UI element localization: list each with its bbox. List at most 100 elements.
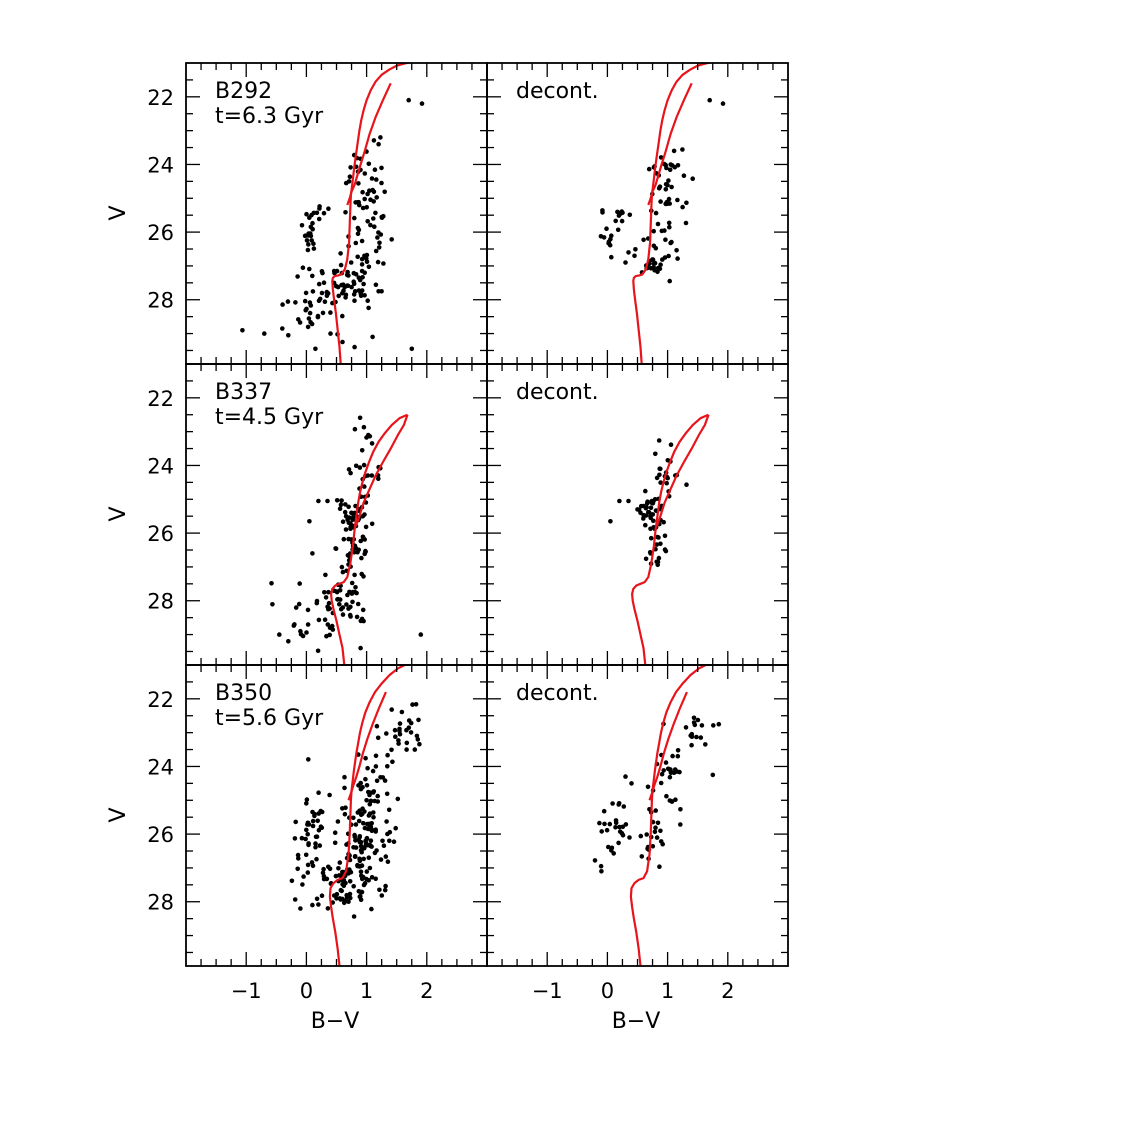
star-point: [351, 281, 357, 287]
star-point: [280, 302, 285, 307]
star-point: [653, 808, 658, 813]
star-point: [606, 844, 611, 850]
panel-label: decont.: [516, 79, 599, 104]
x-tick-label: 0: [601, 979, 614, 1003]
star-point: [658, 480, 663, 485]
star-point: [389, 747, 394, 753]
star-point: [366, 855, 372, 860]
star-point: [325, 622, 331, 627]
star-point: [353, 822, 359, 827]
star-point: [311, 246, 317, 251]
star-point: [304, 238, 310, 243]
star-point: [348, 165, 353, 170]
star-point: [379, 893, 385, 898]
star-point: [307, 310, 313, 316]
star-point: [598, 234, 604, 239]
star-point: [358, 869, 364, 875]
star-point: [623, 822, 629, 827]
star-point: [353, 463, 359, 469]
star-point: [345, 283, 350, 288]
star-point: [346, 606, 351, 611]
star-point: [355, 254, 361, 260]
star-point: [675, 197, 680, 203]
star-point: [338, 502, 344, 508]
star-point: [667, 278, 672, 284]
star-point: [322, 590, 327, 595]
star-point: [369, 441, 375, 446]
star-point: [363, 524, 369, 530]
star-point: [361, 462, 367, 468]
star-point: [382, 189, 388, 195]
star-point: [658, 828, 663, 834]
star-point: [321, 874, 327, 879]
star-point: [302, 298, 308, 304]
star-point: [683, 725, 689, 730]
star-point: [609, 254, 614, 260]
star-point: [381, 843, 387, 848]
star-point: [310, 273, 315, 279]
star-point: [324, 876, 330, 882]
star-point: [314, 600, 320, 606]
cmd-panel-2: decont.: [486, 62, 789, 365]
star-point: [385, 764, 390, 769]
star-point: [658, 541, 663, 547]
star-point: [657, 184, 663, 189]
y-tick-label: 24: [147, 153, 174, 177]
star-point: [335, 596, 341, 602]
star-point: [371, 815, 376, 820]
star-point: [359, 262, 365, 267]
star-point: [359, 889, 365, 895]
star-point: [305, 870, 311, 875]
star-point: [347, 174, 353, 179]
star-point: [364, 205, 370, 210]
star-point: [384, 791, 390, 797]
star-point: [299, 223, 305, 228]
star-point: [328, 331, 333, 336]
star-point: [653, 210, 659, 216]
star-point: [648, 535, 654, 541]
star-point: [681, 173, 687, 178]
star-point: [310, 823, 316, 829]
star-point: [599, 869, 604, 874]
star-point: [300, 265, 306, 271]
star-point: [319, 809, 325, 815]
star-point: [623, 774, 628, 779]
star-point: [270, 602, 275, 607]
star-point: [364, 836, 370, 842]
star-point: [652, 829, 658, 835]
star-point: [643, 505, 649, 511]
star-point: [304, 306, 309, 312]
star-point: [410, 702, 415, 707]
star-point: [375, 793, 381, 799]
star-point: [658, 466, 663, 472]
star-point: [600, 208, 605, 213]
star-point: [371, 189, 377, 195]
star-point: [360, 784, 365, 790]
x-tick-label: 1: [360, 979, 373, 1003]
star-point: [307, 266, 312, 272]
star-point: [358, 645, 363, 651]
star-point: [310, 551, 315, 556]
star-point: [312, 813, 317, 819]
panel-label: B350: [215, 681, 272, 706]
star-point: [656, 555, 662, 561]
star-point: [305, 607, 311, 613]
star-point: [654, 542, 659, 547]
star-point: [650, 257, 656, 262]
star-point: [382, 887, 388, 893]
star-point: [337, 896, 343, 901]
star-point: [370, 768, 376, 774]
axis-labels: V V V B−V B−V: [106, 205, 660, 1034]
star-point: [610, 801, 615, 806]
star-point: [326, 589, 331, 595]
star-point: [670, 753, 675, 759]
star-point: [317, 206, 322, 211]
star-point: [680, 204, 685, 210]
tick-marks: [186, 63, 487, 364]
star-point: [626, 250, 631, 255]
star-point: [305, 862, 311, 868]
star-point: [359, 448, 365, 453]
star-point: [604, 827, 610, 833]
isochrone-line: [329, 413, 408, 665]
